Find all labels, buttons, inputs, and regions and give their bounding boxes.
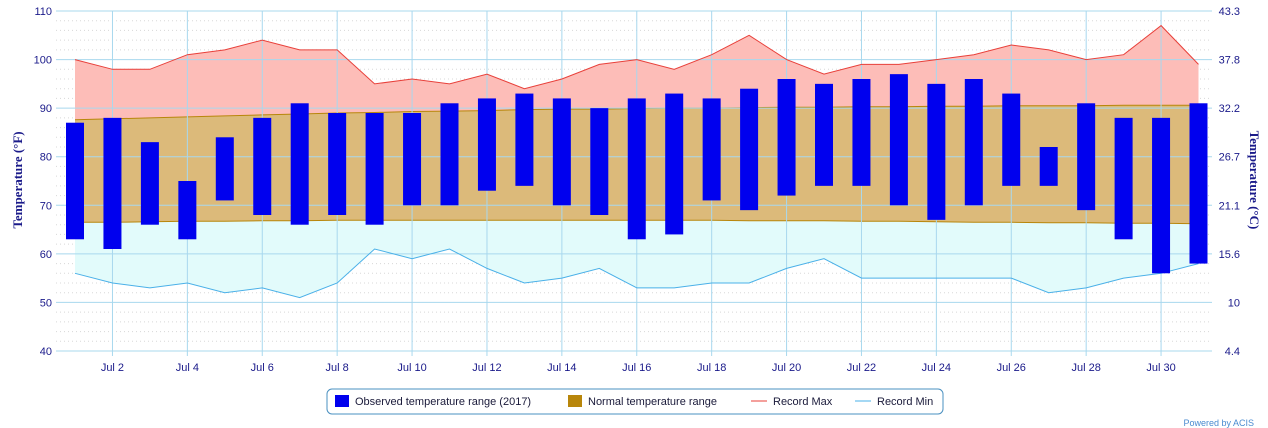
observed-bar[interactable] — [103, 117, 122, 249]
x-tick-label: Jul 22 — [847, 362, 876, 374]
legend-item-observed[interactable]: Observed temperature range (2017) — [335, 395, 531, 408]
y-axis-right-title: Temperature (°C) — [1247, 131, 1262, 230]
x-tick-label: Jul 6 — [251, 362, 274, 374]
observed-bar[interactable] — [815, 83, 833, 186]
legend[interactable]: Observed temperature range (2017) Normal… — [326, 388, 944, 415]
x-tick-label: Jul 26 — [997, 362, 1026, 374]
x-tick-label: Jul 16 — [622, 362, 651, 374]
x-tick-label: Jul 10 — [397, 362, 426, 374]
observed-bar[interactable] — [178, 181, 197, 240]
legend-item-record-min[interactable]: Record Min — [855, 396, 933, 408]
observed-bar[interactable] — [702, 98, 721, 201]
observed-bar[interactable] — [253, 117, 272, 215]
y-tick-label-left: 90 — [40, 103, 52, 115]
x-tick-label: Jul 4 — [176, 362, 199, 374]
y-tick-label-left: 80 — [40, 152, 52, 164]
y-tick-label-right: 32.2 — [1219, 103, 1240, 115]
x-tick-label: Jul 24 — [922, 362, 951, 374]
y-tick-label-left: 50 — [40, 297, 52, 309]
observed-bar[interactable] — [215, 137, 234, 201]
observed-bar[interactable] — [290, 103, 309, 225]
legend-label-normal: Normal temperature range — [588, 396, 717, 408]
legend-item-normal[interactable]: Normal temperature range — [568, 395, 717, 408]
observed-bar[interactable] — [66, 122, 84, 240]
legend-label-observed: Observed temperature range (2017) — [355, 396, 531, 408]
legend-swatch-normal — [568, 395, 582, 407]
observed-bar[interactable] — [665, 93, 684, 235]
y-tick-label-right: 10 — [1228, 297, 1240, 309]
legend-label-record-min: Record Min — [877, 396, 933, 408]
observed-bar[interactable] — [1039, 147, 1058, 186]
legend-box — [326, 388, 944, 415]
observed-bar[interactable] — [365, 113, 384, 225]
y-tick-label-right: 26.7 — [1219, 152, 1240, 164]
observed-bar[interactable] — [889, 74, 908, 206]
observed-bar[interactable] — [140, 142, 159, 225]
x-tick-label: Jul 20 — [772, 362, 801, 374]
y-tick-label-left: 70 — [40, 200, 52, 212]
y-tick-label-right: 43.3 — [1219, 6, 1240, 18]
observed-bar[interactable] — [740, 88, 759, 211]
observed-bar[interactable] — [1077, 103, 1096, 211]
x-tick-label: Jul 12 — [472, 362, 501, 374]
observed-bars — [66, 74, 1208, 274]
observed-bar[interactable] — [403, 113, 422, 206]
y-axis-left-title: Temperature (°F) — [10, 131, 25, 228]
observed-bar[interactable] — [1002, 93, 1021, 186]
observed-bar[interactable] — [777, 79, 796, 196]
x-tick-label: Jul 2 — [101, 362, 124, 374]
observed-bar[interactable] — [1152, 117, 1171, 274]
y-axis-left-ticks: 40 50 60 70 80 90 100 110 — [34, 6, 52, 358]
x-tick-label: Jul 30 — [1146, 362, 1175, 374]
observed-bar[interactable] — [1189, 103, 1208, 264]
observed-bar[interactable] — [1114, 117, 1133, 240]
legend-label-record-max: Record Max — [773, 396, 833, 408]
observed-bar[interactable] — [552, 98, 571, 206]
y-axis-right-ticks: 4.4 10 15.6 21.1 26.7 32.2 37.8 43.3 — [1219, 6, 1240, 358]
x-tick-label: Jul 28 — [1071, 362, 1100, 374]
observed-bar[interactable] — [964, 79, 983, 206]
x-axis-ticks: Jul 2 Jul 4 Jul 6 Jul 8 Jul 10 Jul 12 Jul 14 Ju… — [101, 351, 1176, 374]
observed-bar[interactable] — [852, 79, 871, 186]
y-tick-label-left: 40 — [40, 346, 52, 358]
observed-bar[interactable] — [927, 83, 946, 220]
y-tick-label-right: 37.8 — [1219, 55, 1240, 67]
y-tick-label-left: 60 — [40, 249, 52, 261]
credit-text[interactable]: Powered by ACIS — [1183, 418, 1254, 428]
record-max-line — [74, 24, 1199, 90]
observed-bar[interactable] — [328, 113, 347, 215]
observed-bar[interactable] — [627, 98, 646, 240]
record-lines — [74, 24, 1199, 299]
observed-bar[interactable] — [440, 103, 459, 206]
x-tick-label: Jul 8 — [326, 362, 349, 374]
y-tick-label-left: 100 — [34, 55, 52, 67]
y-tick-label-right: 4.4 — [1225, 346, 1240, 358]
y-tick-label-left: 110 — [34, 6, 52, 18]
record-min-line — [74, 248, 1199, 299]
x-tick-label: Jul 14 — [547, 362, 576, 374]
observed-bar[interactable] — [515, 93, 534, 186]
legend-swatch-observed — [335, 395, 349, 407]
observed-bar[interactable] — [590, 108, 609, 215]
y-tick-label-right: 15.6 — [1219, 249, 1240, 261]
legend-item-record-max[interactable]: Record Max — [751, 396, 833, 408]
y-tick-label-right: 21.1 — [1219, 200, 1240, 212]
x-tick-label: Jul 18 — [697, 362, 726, 374]
observed-bar[interactable] — [477, 98, 496, 191]
